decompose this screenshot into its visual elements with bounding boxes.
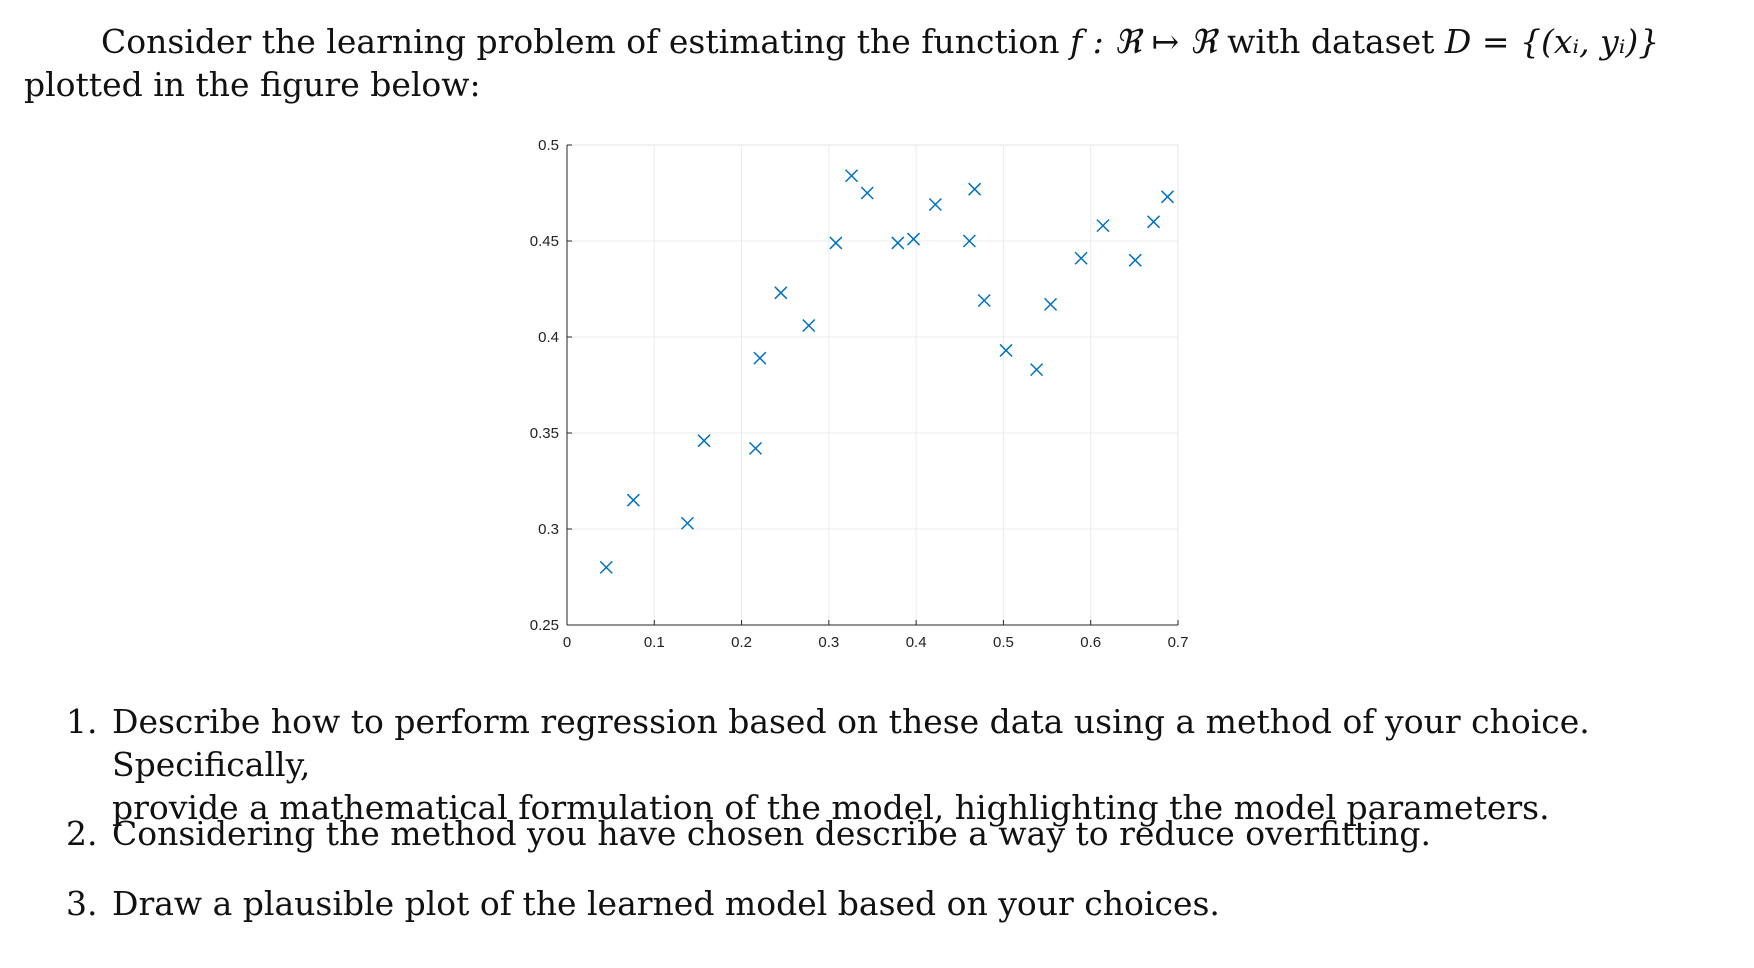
question-text: Describe how to perform regression based… <box>112 700 1702 829</box>
intro-text: Consider the learning problem of estimat… <box>101 22 1060 61</box>
data-point-marker <box>1147 215 1161 229</box>
x-tick-label: 0.6 <box>1080 634 1101 651</box>
data-point-marker <box>697 434 711 448</box>
dataset-definition: D = {(xᵢ, yᵢ)} <box>1444 22 1660 61</box>
data-point-marker <box>774 286 788 300</box>
y-tick-label: 0.25 <box>530 617 559 634</box>
x-tick-label: 0.4 <box>906 634 927 651</box>
data-point-marker <box>1096 219 1110 233</box>
question-1-line-2: provide a mathematical formulation of th… <box>112 788 1550 827</box>
data-point-marker <box>626 493 640 507</box>
intro-with-dataset: with dataset <box>1227 22 1435 61</box>
data-point-marker <box>845 169 859 183</box>
data-point-marker <box>1074 251 1088 265</box>
intro-paragraph: Consider the learning problem of estimat… <box>0 20 1735 106</box>
question-number: 3. <box>66 884 98 923</box>
y-tick-label: 0.35 <box>530 425 559 442</box>
x-tick-label: 0.1 <box>644 634 665 651</box>
data-point-marker <box>977 293 991 308</box>
function-signature: f : ℜ ↦ ℜ <box>1069 22 1217 61</box>
data-point-marker <box>829 236 843 250</box>
x-tick-label: 0 <box>563 634 571 651</box>
question-1-line-1: Describe how to perform regression based… <box>112 702 1590 784</box>
x-tick-label: 0.3 <box>818 634 839 651</box>
question-text: Considering the method you have chosen d… <box>112 814 1432 853</box>
data-point-marker <box>962 234 976 248</box>
data-point-marker <box>860 186 874 200</box>
problem-intro: Consider the learning problem of estimat… <box>0 20 1735 106</box>
plot-grid <box>567 144 1179 625</box>
data-points <box>599 169 1175 574</box>
data-point-marker <box>753 351 767 365</box>
y-tick-label: 0.4 <box>538 329 559 346</box>
data-point-marker <box>1160 190 1175 204</box>
y-tick-label: 0.5 <box>538 137 559 154</box>
y-tick-label: 0.3 <box>538 521 559 538</box>
data-point-marker <box>999 343 1013 357</box>
data-point-marker <box>1128 253 1142 267</box>
data-point-marker <box>906 232 921 246</box>
data-point-marker <box>891 236 905 250</box>
question-number: 1. <box>66 702 98 741</box>
x-tick-label: 0.5 <box>993 634 1014 651</box>
data-point-marker <box>802 318 816 333</box>
data-point-marker <box>749 441 763 455</box>
data-point-marker <box>1044 297 1058 311</box>
data-point-marker <box>928 197 942 212</box>
data-point-marker <box>968 182 982 196</box>
x-tick-label: 0.7 <box>1168 634 1189 651</box>
question-text: Draw a plausible plot of the learned mod… <box>112 884 1220 923</box>
intro-rest: plotted in the figure below: <box>24 65 481 104</box>
question-number: 2. <box>66 814 98 853</box>
y-tick-label: 0.45 <box>530 233 559 250</box>
x-tick-label: 0.2 <box>731 634 752 651</box>
data-point-marker <box>680 516 694 530</box>
plot-frame <box>566 144 1179 626</box>
data-point-marker <box>1030 363 1044 377</box>
plot-axes: 0 0.1 0.2 0.3 0.4 0.5 0.6 0.7 0.25 0.3 0.35 0.4 0.45… <box>530 137 1189 651</box>
data-point-marker <box>599 560 613 574</box>
